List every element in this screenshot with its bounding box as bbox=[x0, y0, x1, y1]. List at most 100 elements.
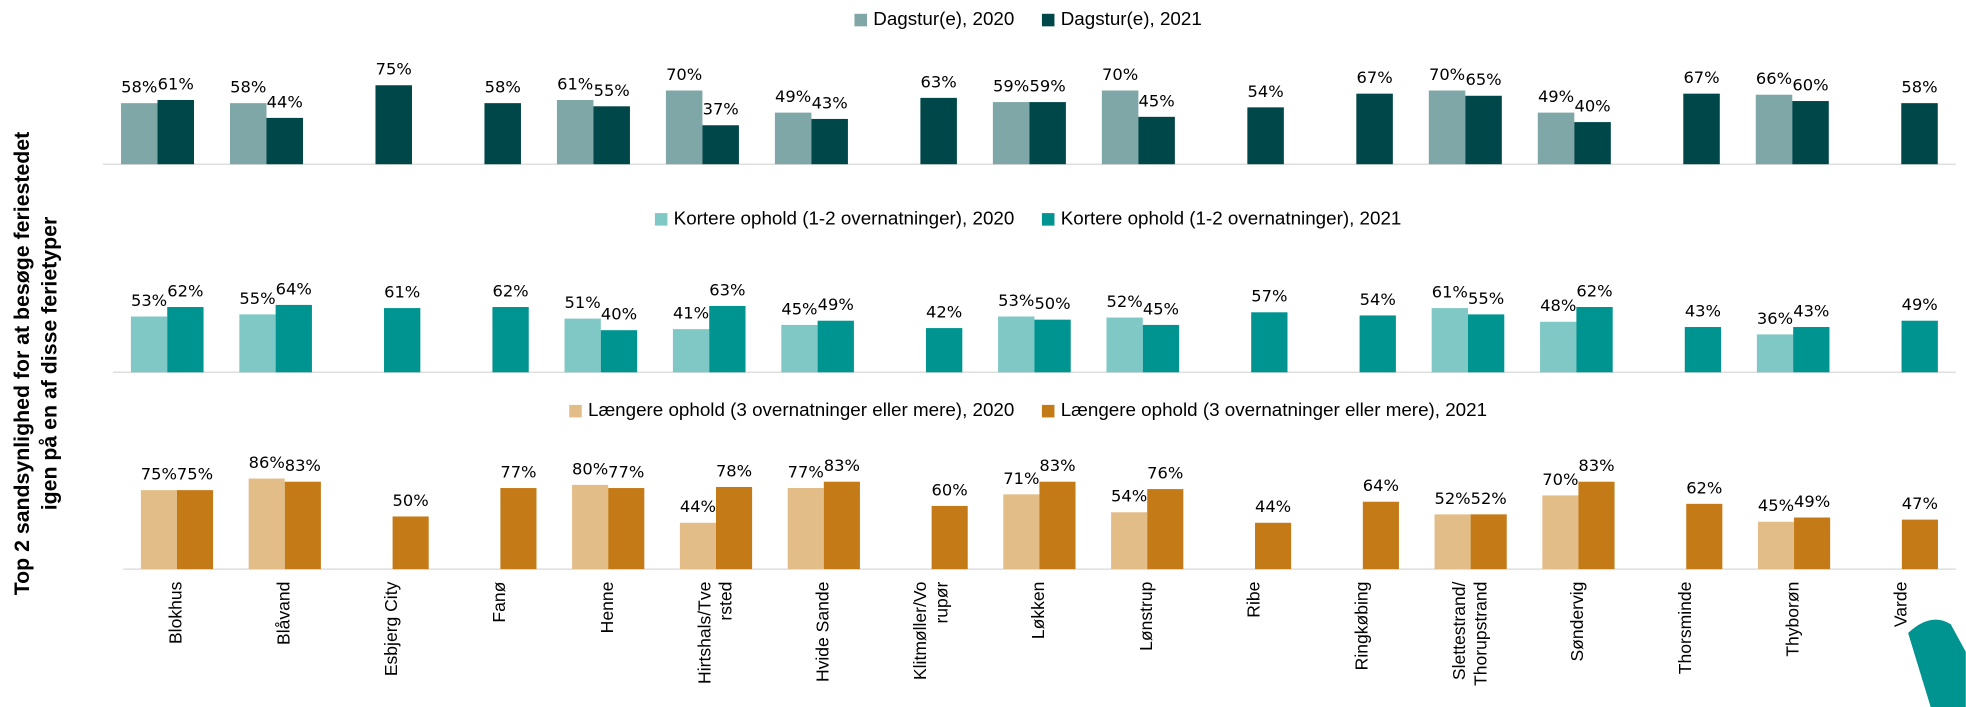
legend-swatch bbox=[569, 404, 582, 418]
legend-swatch bbox=[854, 13, 868, 27]
bar bbox=[608, 488, 645, 570]
value-label: 75% bbox=[177, 465, 213, 484]
x-tick-label: Varde bbox=[1890, 582, 1910, 627]
value-label: 45% bbox=[1758, 496, 1794, 515]
bar bbox=[1686, 503, 1723, 570]
bar bbox=[1792, 101, 1829, 165]
bar bbox=[384, 308, 421, 373]
bar bbox=[1247, 107, 1284, 165]
bar bbox=[931, 505, 968, 570]
value-label: 62% bbox=[1576, 281, 1612, 300]
legend-label: Dagstur(e), 2021 bbox=[1061, 8, 1202, 29]
value-label: 44% bbox=[1255, 497, 1291, 516]
value-label: 48% bbox=[1540, 296, 1576, 315]
bar bbox=[1356, 93, 1393, 165]
value-label: 42% bbox=[926, 303, 962, 322]
bar bbox=[140, 490, 177, 570]
bar bbox=[1683, 93, 1720, 165]
legend-swatch bbox=[1041, 404, 1055, 418]
bar bbox=[375, 85, 412, 165]
bar bbox=[130, 316, 168, 373]
bar bbox=[823, 481, 860, 570]
bar bbox=[811, 118, 848, 165]
bar bbox=[239, 314, 276, 373]
value-label: 52% bbox=[1471, 489, 1507, 508]
value-label: 55% bbox=[1468, 289, 1504, 308]
bar bbox=[920, 97, 957, 165]
bar bbox=[1574, 122, 1611, 165]
bar bbox=[715, 486, 753, 570]
bar bbox=[1756, 334, 1794, 373]
value-label: 62% bbox=[1686, 478, 1722, 497]
bar bbox=[1542, 495, 1579, 570]
bar bbox=[1029, 102, 1066, 165]
bar bbox=[176, 490, 214, 570]
value-label: 49% bbox=[775, 87, 811, 106]
value-label: 37% bbox=[703, 100, 739, 119]
bar bbox=[1901, 103, 1938, 165]
x-tick-label: Blåvand bbox=[273, 582, 293, 645]
bar bbox=[702, 125, 739, 165]
bar bbox=[1578, 481, 1615, 570]
value-label: 83% bbox=[285, 456, 321, 475]
bar bbox=[1359, 315, 1396, 373]
value-label: 61% bbox=[1432, 283, 1468, 302]
bar bbox=[1467, 314, 1505, 373]
bar bbox=[1039, 481, 1076, 570]
value-label: 40% bbox=[1574, 97, 1610, 116]
value-label: 43% bbox=[1793, 301, 1829, 320]
bar bbox=[266, 117, 303, 165]
x-tick-label: Ribe bbox=[1244, 582, 1264, 618]
x-tick-label: Esbjerg City bbox=[381, 581, 401, 676]
value-label: 83% bbox=[1578, 456, 1614, 475]
x-tick-label: Løkken bbox=[1028, 582, 1048, 640]
value-label: 76% bbox=[1147, 464, 1183, 483]
value-label: 75% bbox=[376, 60, 412, 79]
value-label: 63% bbox=[709, 280, 745, 299]
bar bbox=[1537, 112, 1575, 165]
legend-swatch bbox=[654, 213, 668, 226]
x-tick-label: Thorsminde bbox=[1675, 582, 1695, 675]
value-label: 78% bbox=[716, 461, 752, 480]
bar bbox=[1684, 327, 1722, 373]
bar bbox=[1251, 312, 1288, 373]
value-label: 58% bbox=[1901, 78, 1937, 97]
x-tick-label: Blokhus bbox=[166, 581, 186, 644]
value-label: 55% bbox=[239, 289, 275, 308]
value-label: 53% bbox=[998, 291, 1034, 310]
value-label: 65% bbox=[1465, 70, 1501, 89]
bar bbox=[167, 307, 204, 373]
value-label: 77% bbox=[608, 462, 644, 481]
value-label: 77% bbox=[500, 462, 536, 481]
bar bbox=[500, 488, 537, 570]
bar bbox=[817, 320, 854, 373]
value-label: 40% bbox=[601, 305, 637, 324]
legend-label: Kortere ophold (1-2 overnatninger), 2020 bbox=[674, 207, 1015, 228]
value-label: 71% bbox=[1003, 469, 1039, 488]
legend-label: Længere ophold (3 overnatninger eller me… bbox=[1061, 399, 1487, 420]
value-label: 64% bbox=[1363, 476, 1399, 495]
value-label: 59% bbox=[1030, 77, 1066, 96]
value-label: 36% bbox=[1757, 309, 1793, 328]
value-label: 59% bbox=[993, 77, 1029, 96]
bar bbox=[1540, 321, 1577, 373]
bar bbox=[679, 522, 716, 570]
legend-label: Længere ophold (3 overnatninger eller me… bbox=[588, 399, 1014, 420]
bar bbox=[1470, 514, 1507, 570]
value-label: 61% bbox=[557, 74, 593, 93]
value-label: 58% bbox=[121, 78, 157, 97]
value-label: 57% bbox=[1251, 287, 1287, 306]
bar bbox=[709, 305, 746, 373]
bar bbox=[492, 307, 529, 373]
bar bbox=[275, 304, 312, 373]
bar bbox=[1793, 327, 1830, 373]
value-label: 52% bbox=[1107, 292, 1143, 311]
value-label: 54% bbox=[1360, 290, 1396, 309]
value-label: 50% bbox=[1034, 294, 1070, 313]
x-tick-label: Ringkøbing bbox=[1351, 582, 1371, 671]
bar bbox=[1901, 320, 1938, 373]
value-label: 51% bbox=[565, 293, 601, 312]
bar bbox=[564, 318, 601, 373]
value-label: 70% bbox=[1102, 65, 1138, 84]
value-label: 53% bbox=[131, 291, 167, 310]
